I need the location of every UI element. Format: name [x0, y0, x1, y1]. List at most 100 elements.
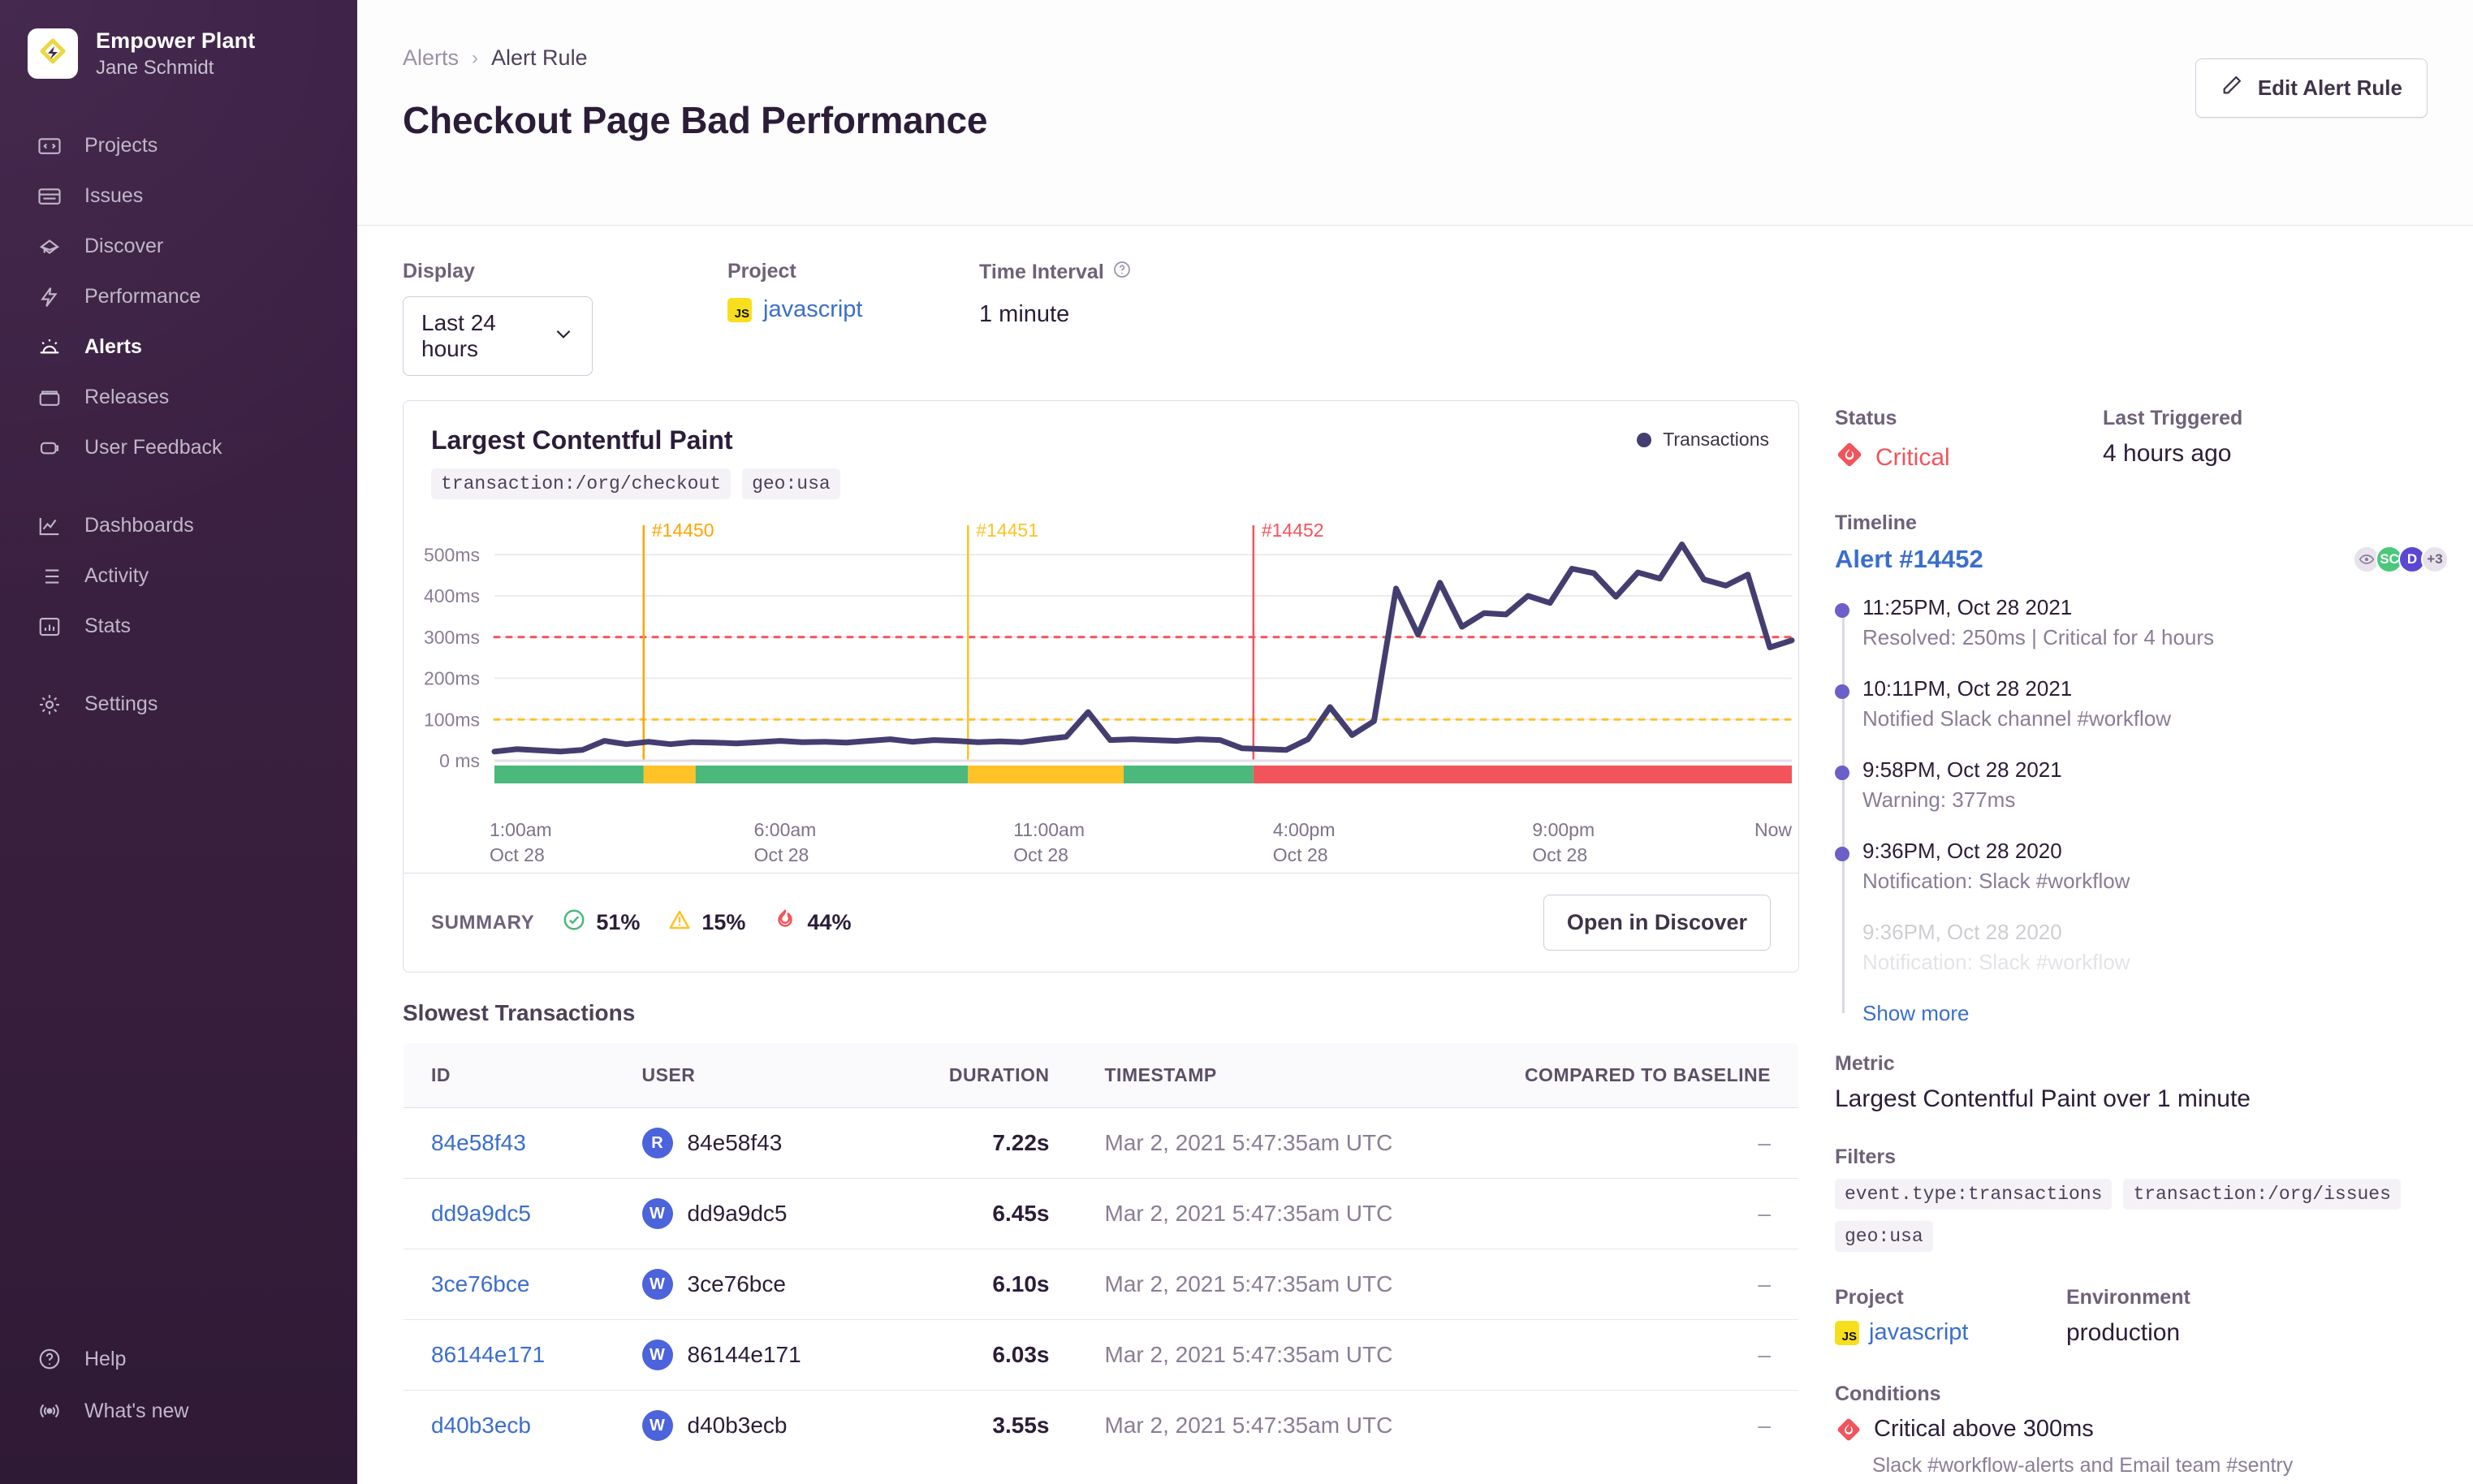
sidebar-item-stats[interactable]: Stats	[0, 602, 357, 652]
sidebar-item-releases[interactable]: Releases	[0, 373, 357, 423]
x-axis-tick-label: 4:00pm Oct 28	[1272, 819, 1336, 866]
environment-label: Environment	[2066, 1286, 2190, 1309]
transaction-id-link[interactable]: dd9a9dc5	[431, 1201, 532, 1226]
slowest-transactions-table: ID USER DURATION TIMESTAMP COMPARED TO B…	[403, 1042, 1799, 1461]
column-header-duration[interactable]: DURATION	[882, 1043, 1077, 1108]
cell-timestamp: Mar 2, 2021 5:47:35am UTC	[1077, 1107, 1461, 1179]
sidebar-item-label: Dashboards	[84, 514, 194, 537]
timeline-description: Resolved: 250ms | Critical for 4 hours	[1862, 625, 2215, 649]
org-header[interactable]: Empower Plant Jane Schmidt	[0, 28, 357, 80]
display-select-value: Last 24 hours	[421, 310, 496, 361]
nav-group-tertiary: Settings	[0, 679, 357, 730]
filters-block: Filters event.type:transactions transact…	[1835, 1145, 2449, 1252]
transaction-id-link[interactable]: 86144e171	[431, 1342, 546, 1367]
x-axis-tick-label: 11:00am Oct 28	[1013, 819, 1085, 866]
page-title: Checkout Page Bad Performance	[403, 99, 988, 141]
subscriber-badges[interactable]: SC D +3	[2353, 546, 2449, 573]
primary-sidebar: Empower Plant Jane Schmidt Projects Issu…	[0, 0, 357, 1484]
filter-tag: event.type:transactions	[1835, 1179, 2113, 1210]
status-label: Status	[1835, 407, 1897, 429]
page-header: Alerts › Alert Rule Checkout Page Bad Pe…	[357, 0, 2473, 226]
table-row[interactable]: 84e58f43 R 84e58f43 7.22s Mar 2, 2021 5:47:3…	[404, 1107, 1798, 1179]
cell-duration: 3.55s	[992, 1413, 1050, 1438]
stats-icon	[36, 613, 63, 641]
incident-marker-label: #14450	[652, 520, 714, 541]
display-select[interactable]: Last 24 hours	[403, 296, 593, 376]
sidebar-item-dashboards[interactable]: Dashboards	[0, 501, 357, 551]
user-name: dd9a9dc5	[687, 1201, 788, 1226]
timeline-time: 11:25PM, Oct 28 2021	[1862, 595, 2073, 619]
column-header-user[interactable]: USER	[614, 1043, 883, 1108]
org-name: Empower Plant	[96, 28, 256, 53]
y-axis-tick-label: 100ms	[424, 709, 480, 730]
sidebar-item-issues[interactable]: Issues	[0, 171, 357, 222]
sidebar-item-user-feedback[interactable]: User Feedback	[0, 423, 357, 473]
table-row[interactable]: 3ce76bce W 3ce76bce 6.10s Mar 2, 2021 5:47:3…	[404, 1249, 1798, 1320]
alert-link[interactable]: Alert #14452	[1835, 545, 1983, 573]
cell-timestamp: Mar 2, 2021 5:47:35am UTC	[1077, 1319, 1461, 1391]
projects-icon	[36, 132, 63, 160]
incident-marker-label: #14451	[976, 520, 1038, 541]
project-link[interactable]: javascript	[763, 296, 863, 322]
breadcrumb-alerts[interactable]: Alerts	[403, 45, 460, 70]
timeline-dot-icon	[1835, 603, 1849, 618]
project-control: Project JS javascript	[727, 260, 979, 376]
sidebar-item-activity[interactable]: Activity	[0, 551, 357, 602]
issues-icon	[36, 183, 63, 210]
left-column: Largest Contentful Paint transaction:/or…	[403, 400, 1799, 1478]
edit-alert-rule-button[interactable]: Edit Alert Rule	[2195, 58, 2428, 118]
sidebar-item-discover[interactable]: Discover	[0, 222, 357, 272]
sidebar-item-alerts[interactable]: Alerts	[0, 322, 357, 373]
user-name: 86144e171	[687, 1342, 801, 1367]
conditions-label: Conditions	[1835, 1383, 1941, 1405]
cell-user: W 86144e171	[614, 1319, 883, 1391]
summary-ok-value: 51%	[596, 910, 641, 934]
open-in-discover-button[interactable]: Open in Discover	[1543, 895, 1771, 951]
show-more-link[interactable]: Show more	[1862, 1001, 2449, 1026]
column-header-id[interactable]: ID	[404, 1043, 615, 1108]
column-header-timestamp[interactable]: TIMESTAMP	[1077, 1043, 1461, 1108]
sidebar-item-whats-new[interactable]: What's new	[0, 1385, 357, 1437]
sidebar-item-help[interactable]: Help	[0, 1333, 357, 1385]
chart-header: Largest Contentful Paint transaction:/or…	[404, 401, 1798, 499]
sidebar-item-label: What's new	[84, 1399, 189, 1422]
timeline-description: Notified Slack channel #workflow	[1862, 706, 2172, 731]
environment-block: Environment production	[2066, 1286, 2190, 1347]
content-columns: Largest Contentful Paint transaction:/or…	[357, 376, 2473, 1478]
sidebar-item-performance[interactable]: Performance	[0, 272, 357, 322]
incident-marker-label: #14452	[1262, 520, 1324, 541]
transaction-id-link[interactable]: d40b3ecb	[431, 1413, 532, 1438]
project-environment-row: Project JS javascript Environment produc…	[1835, 1286, 2449, 1347]
sidebar-item-projects[interactable]: Projects	[0, 121, 357, 171]
status-bar-segment	[643, 766, 696, 783]
org-user-name: Jane Schmidt	[96, 56, 214, 79]
releases-icon	[36, 384, 63, 412]
nav-group-primary: Projects Issues Discover	[0, 121, 357, 473]
condition-subtitle: Slack #workflow-alerts and Email team #s…	[1872, 1454, 2294, 1477]
status-bar-segment	[1124, 766, 1254, 783]
table-row[interactable]: 86144e171 W 86144e171 6.03s Mar 2, 2021 5:47…	[404, 1319, 1798, 1391]
cell-timestamp: Mar 2, 2021 5:47:35am UTC	[1104, 1413, 1393, 1438]
table-body: 84e58f43 R 84e58f43 7.22s Mar 2, 2021 5:47:3…	[404, 1107, 1798, 1461]
question-circle-icon[interactable]	[1112, 260, 1132, 285]
sidebar-item-label: Stats	[84, 615, 131, 638]
user-name: 84e58f43	[687, 1130, 783, 1155]
user-name: d40b3ecb	[687, 1413, 788, 1438]
timeline-time: 9:36PM, Oct 28 2020	[1862, 920, 2062, 944]
legend-label: Transactions	[1663, 429, 1769, 450]
chart-plot-area[interactable]: 0 ms 100ms 200ms 300ms 400ms 500ms #14450 #1445…	[404, 517, 1798, 809]
transaction-id-link[interactable]: 84e58f43	[431, 1130, 526, 1155]
cell-duration: 6.45s	[882, 1178, 1077, 1249]
warning-triangle-icon	[667, 908, 692, 938]
last-triggered-block: Last Triggered 4 hours ago	[2103, 407, 2242, 476]
cell-id: 3ce76bce	[404, 1249, 615, 1320]
status-bar-segment	[968, 766, 1124, 783]
details-project-link[interactable]: javascript	[1869, 1319, 1969, 1345]
transaction-id-link[interactable]: 3ce76bce	[431, 1271, 530, 1296]
sidebar-item-settings[interactable]: Settings	[0, 679, 357, 730]
column-header-baseline[interactable]: COMPARED TO BASELINE	[1461, 1043, 1798, 1108]
time-interval-label: Time Interval	[979, 260, 1132, 285]
